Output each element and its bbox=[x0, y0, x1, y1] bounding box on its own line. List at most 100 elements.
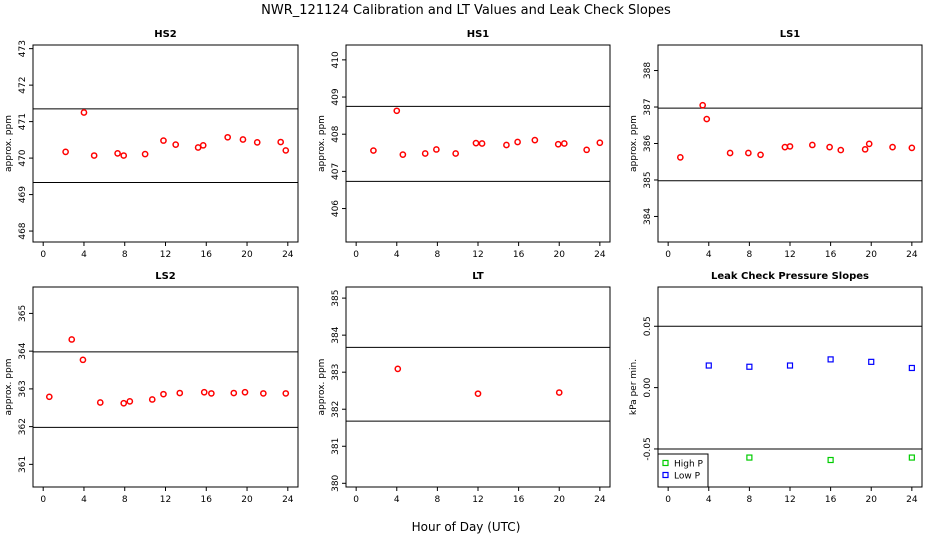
chart-panel-0: HS2 0 4 8 12 16 20 24 468 469 470 471 472 473 approx. … bbox=[4, 29, 299, 260]
y-tick-label: 409 bbox=[331, 88, 341, 105]
panel-title: LS1 bbox=[780, 29, 801, 40]
data-point bbox=[230, 389, 238, 397]
data-point bbox=[889, 143, 896, 151]
chart-panel-1: HS1 0 4 8 12 16 20 24 406 407 408 409 410 approx. ppm bbox=[317, 29, 611, 260]
x-tick-label: 0 bbox=[40, 250, 46, 260]
x-tick-label: 20 bbox=[241, 495, 253, 505]
data-point bbox=[160, 390, 167, 398]
x-tick-label: 12 bbox=[160, 495, 171, 505]
data-point bbox=[746, 454, 753, 461]
data-point bbox=[241, 388, 249, 396]
x-tick-label: 4 bbox=[394, 495, 400, 505]
x-tick-label: 16 bbox=[201, 250, 213, 260]
y-tick-label: 0.05 bbox=[643, 316, 653, 336]
chart-panel-2: LS1 0 4 8 12 16 20 24 384 385 386 387 388 approx. ppm bbox=[629, 29, 923, 260]
y-tick-label: 362 bbox=[18, 418, 28, 435]
data-point bbox=[555, 389, 563, 396]
data-point bbox=[80, 109, 88, 116]
data-point bbox=[45, 393, 53, 401]
legend-box bbox=[657, 453, 709, 488]
data-point bbox=[90, 152, 98, 159]
data-point bbox=[908, 454, 915, 461]
data-point bbox=[176, 389, 184, 397]
x-tick-label: 8 bbox=[435, 250, 441, 260]
data-point bbox=[62, 148, 69, 156]
figure-title: NWR_121124 Calibration and LT Values and… bbox=[261, 3, 671, 18]
legend: High P Low P bbox=[657, 453, 709, 488]
data-point bbox=[703, 115, 711, 123]
data-point bbox=[676, 154, 684, 161]
x-tick-label: 24 bbox=[594, 250, 606, 260]
y-axis-label: approx. ppm bbox=[4, 359, 14, 416]
panel-title: LS2 bbox=[155, 271, 176, 282]
y-axis-label: approx. ppm bbox=[317, 115, 327, 172]
y-axis-label: kPa per min. bbox=[629, 359, 639, 415]
y-tick-label: 380 bbox=[331, 474, 341, 491]
x-tick-label: 24 bbox=[282, 495, 294, 505]
panel-title: Leak Check Pressure Slopes bbox=[711, 271, 869, 282]
x-tick-label: 8 bbox=[122, 250, 128, 260]
data-point bbox=[827, 356, 834, 363]
y-tick-label: 408 bbox=[331, 125, 341, 142]
data-point bbox=[96, 399, 104, 406]
y-tick-label: 383 bbox=[331, 364, 341, 381]
panel-title: LT bbox=[472, 271, 484, 282]
x-tick-label: 4 bbox=[706, 495, 712, 505]
data-point bbox=[908, 364, 915, 372]
data-point bbox=[393, 107, 401, 115]
x-tick-label: 8 bbox=[747, 495, 753, 505]
data-point bbox=[746, 363, 753, 370]
x-tick-label: 12 bbox=[784, 495, 795, 505]
data-point bbox=[282, 390, 290, 397]
y-tick-label: 385 bbox=[331, 290, 341, 307]
x-tick-label: 20 bbox=[866, 495, 878, 505]
y-tick-label: 384 bbox=[331, 326, 341, 343]
x-tick-label: 0 bbox=[353, 495, 359, 505]
y-tick-label: 382 bbox=[331, 401, 341, 418]
chart-panel-4: LT 0 4 8 12 16 20 24 380 381 382 383 384 385 approx. p… bbox=[317, 271, 611, 505]
panel-title: HS2 bbox=[154, 29, 177, 40]
x-tick-label: 12 bbox=[160, 250, 171, 260]
x-tick-label: 16 bbox=[513, 250, 525, 260]
y-tick-label: 361 bbox=[18, 456, 28, 473]
data-point bbox=[531, 136, 539, 144]
y-tick-label: 470 bbox=[18, 149, 28, 166]
x-tick-label: 16 bbox=[201, 495, 213, 505]
data-point bbox=[160, 137, 167, 144]
y-tick-label: 364 bbox=[18, 342, 28, 359]
y-tick-label: 410 bbox=[331, 51, 341, 68]
data-point bbox=[596, 139, 604, 147]
data-point bbox=[503, 141, 510, 149]
data-point bbox=[726, 149, 734, 157]
y-tick-label: 468 bbox=[18, 222, 28, 239]
y-axis-label: approx. ppm bbox=[4, 115, 14, 172]
plot-frame bbox=[345, 286, 611, 488]
data-point bbox=[827, 456, 834, 464]
data-point bbox=[865, 140, 873, 148]
data-point bbox=[474, 390, 482, 398]
data-point bbox=[478, 140, 486, 147]
x-tick-label: 0 bbox=[665, 250, 671, 260]
data-point bbox=[79, 356, 87, 364]
data-point bbox=[745, 149, 752, 157]
data-point bbox=[908, 144, 916, 152]
plot-frame bbox=[32, 286, 299, 488]
x-tick-label: 20 bbox=[241, 250, 253, 260]
y-tick-label: 385 bbox=[643, 171, 653, 188]
data-point bbox=[120, 152, 128, 159]
x-tick-label: 8 bbox=[747, 250, 753, 260]
x-tick-label: 0 bbox=[353, 250, 359, 260]
data-point bbox=[786, 143, 794, 150]
data-point bbox=[399, 151, 407, 159]
x-tick-label: 8 bbox=[122, 495, 128, 505]
x-tick-label: 16 bbox=[825, 250, 837, 260]
y-tick-label: 388 bbox=[643, 62, 653, 79]
legend-label: High P bbox=[674, 460, 704, 470]
chart-panel-3: LS2 0 4 8 12 16 20 24 361 362 363 364 365 approx. ppm bbox=[4, 271, 299, 505]
data-point bbox=[68, 336, 76, 343]
y-tick-label: 473 bbox=[18, 40, 28, 57]
y-tick-label: 472 bbox=[18, 77, 28, 94]
data-point bbox=[837, 146, 845, 154]
x-tick-label: 8 bbox=[435, 495, 441, 505]
